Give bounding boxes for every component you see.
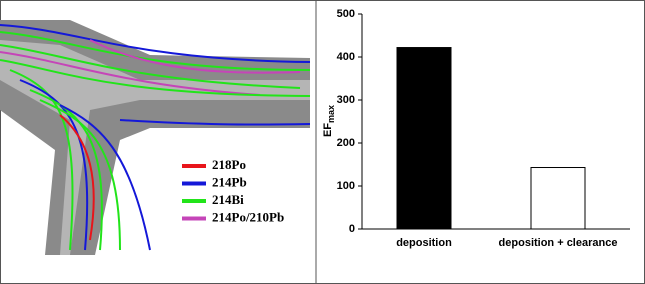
y-tick-label: 200: [337, 137, 355, 149]
y-axis-label-main: EF: [322, 123, 334, 137]
x-tick-label: deposition + clearance: [499, 237, 618, 249]
y-axis-label-sub: max: [326, 105, 336, 123]
legend-label: 218Po: [212, 157, 246, 172]
x-tick-label: deposition: [396, 237, 452, 249]
legend: 218Po 214Pb 214Bi 214Po/210Pb: [182, 157, 284, 224]
y-tick-label: 500: [337, 8, 355, 20]
y-tick-label: 400: [337, 51, 355, 63]
y-tick-label: 300: [337, 94, 355, 106]
chart: 0 100 200 300 400 500 deposition deposition + c…: [337, 8, 630, 249]
y-tick-label: 100: [337, 180, 355, 192]
bar: [530, 167, 586, 230]
legend-label: 214Pb: [212, 174, 247, 189]
bar: [396, 47, 452, 230]
legend-label: 214Bi: [212, 192, 244, 207]
y-tick-label: 0: [349, 223, 355, 235]
y-axis-label: EFmax: [322, 105, 336, 137]
airway-render: [0, 20, 311, 255]
legend-label: 214Po/210Pb: [212, 209, 284, 224]
